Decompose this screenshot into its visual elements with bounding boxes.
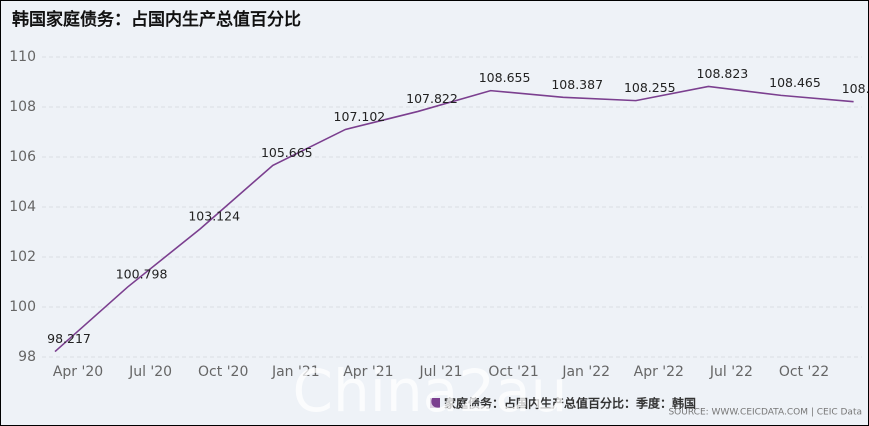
- y-tick-label: 106: [9, 149, 36, 165]
- value-label: 108.255: [624, 80, 676, 95]
- x-tick-label: Jul '22: [709, 364, 753, 380]
- y-tick-label: 104: [9, 199, 36, 215]
- source: SOURCE: WWW.CEICDATA.COM | CEIC Data: [668, 408, 862, 418]
- x-tick-label: Jan '22: [561, 364, 610, 380]
- y-tick-label: 110: [9, 49, 36, 65]
- line: [54, 85, 854, 353]
- y-tick-label: 98: [18, 349, 36, 365]
- value-label: 108.655: [479, 70, 531, 85]
- legend-swatch: [430, 398, 440, 408]
- x-tick-label: Apr '21: [343, 364, 393, 380]
- y-tick-label: 100: [9, 299, 36, 315]
- value-label: 107.822: [406, 91, 458, 106]
- value-label: 108.823: [697, 66, 749, 81]
- x-tick-label: Apr '22: [634, 364, 684, 380]
- value-label: 98.217: [47, 331, 91, 346]
- value-label: 108.465: [769, 75, 821, 90]
- x-tick-label: Jul '21: [418, 364, 462, 380]
- value-label: 105.665: [261, 145, 313, 160]
- x-tick-label: Jul '20: [128, 364, 172, 380]
- x-tick-label: Oct '20: [198, 364, 248, 380]
- legend-label: 家庭债务：占国内生产总值百分比：季度：韩国: [444, 396, 696, 411]
- value-label: 100.798: [116, 267, 168, 282]
- value-label: 107.102: [334, 109, 386, 124]
- x-tick-label: Oct '22: [779, 364, 829, 380]
- x-tick-label: Jan '21: [271, 364, 320, 380]
- value-label: 103.124: [188, 208, 240, 223]
- y-tick-label: 102: [9, 249, 36, 265]
- y-tick-label: 108: [9, 99, 36, 115]
- value-label: 108.387: [551, 77, 603, 92]
- watermark: China2au: [293, 357, 568, 425]
- x-tick-label: Apr '20: [53, 364, 103, 380]
- chart-title: 韩国家庭债务：占国内生产总值百分比: [12, 9, 301, 30]
- value-label: 108.211: [842, 81, 869, 96]
- x-tick-label: Oct '21: [488, 364, 538, 380]
